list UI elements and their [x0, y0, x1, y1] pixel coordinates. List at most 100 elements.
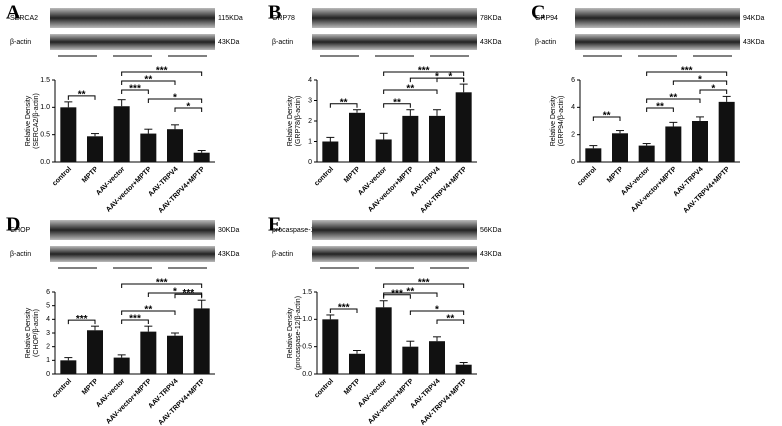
- bar: [113, 357, 130, 374]
- significance-label: ***: [156, 278, 168, 289]
- x-tick-label: AAV-TRPV4+MPTP: [419, 378, 468, 426]
- y-axis-label: Relative Density: [550, 95, 557, 146]
- bar: [193, 152, 210, 162]
- y-tick-label: 2: [308, 118, 312, 125]
- significance-bracket: [672, 80, 728, 85]
- significance-label: **: [340, 97, 348, 108]
- bar: [638, 145, 655, 162]
- x-tick-label: AAV-TRPV4+MPTP: [157, 378, 206, 426]
- y-tick-label: 4: [308, 77, 312, 84]
- y-tick-label: 5: [46, 303, 50, 310]
- blot-label: β-actin: [535, 39, 556, 46]
- significance-bracket: [383, 103, 411, 108]
- x-tick-label: control: [576, 166, 598, 188]
- bar: [349, 112, 365, 162]
- significance-bracket: [383, 283, 465, 288]
- x-tick-label: control: [51, 166, 73, 188]
- significance-label: **: [393, 97, 401, 108]
- significance-bracket: [121, 319, 149, 324]
- bar: [429, 341, 445, 374]
- x-tick-label: AAV-vector+MPTP: [367, 378, 415, 426]
- kda-label: 43KDa: [480, 39, 502, 46]
- significance-label: **: [144, 75, 152, 86]
- bar: [322, 141, 339, 162]
- y-axis-label: Relative Density: [25, 95, 32, 146]
- blot-label: β-actin: [272, 39, 293, 46]
- significance-label: ***: [156, 66, 168, 77]
- significance-label: ***: [418, 278, 430, 289]
- panel-letter: E: [268, 214, 281, 236]
- x-tick-label: AAV-TRPV4+MPTP: [682, 166, 731, 215]
- blot-band: [50, 8, 215, 28]
- y-tick-label: 0.5: [302, 344, 312, 351]
- y-axis-label: Relative Density: [25, 307, 32, 358]
- blot-label: β-actin: [272, 251, 293, 258]
- kda-label: 43KDa: [743, 39, 765, 46]
- significance-bracket: [174, 107, 203, 112]
- significance-label: ***: [681, 66, 693, 77]
- significance-bracket: [409, 310, 465, 315]
- bar: [60, 360, 77, 374]
- x-tick-label: AAV-TRPV4+MPTP: [419, 166, 468, 215]
- blot-band: [575, 34, 740, 50]
- blot-label: GRP94: [535, 15, 558, 22]
- kda-label: 43KDa: [480, 251, 502, 258]
- x-tick-label: AAV-TRPV4+MPTP: [157, 166, 206, 215]
- significance-bracket: [329, 103, 358, 108]
- y-tick-label: 0: [571, 159, 575, 166]
- y-tick-label: 3: [46, 330, 50, 337]
- significance-bracket: [383, 71, 465, 76]
- y-tick-label: 0.5: [40, 132, 50, 139]
- significance-label: ***: [182, 288, 194, 299]
- y-tick-label: 1: [308, 138, 312, 145]
- y-axis-label: (GRP94/β-actin): [558, 96, 565, 147]
- significance-label: **: [656, 102, 664, 113]
- significance-label: **: [603, 111, 611, 122]
- panel-letter: B: [268, 2, 281, 24]
- y-axis-label: (CHOP/β-actin): [33, 309, 40, 357]
- bar: [585, 148, 602, 162]
- significance-bracket: [436, 319, 465, 324]
- blot-band: [312, 8, 477, 28]
- y-tick-label: 1.5: [302, 289, 312, 296]
- bar: [692, 121, 708, 162]
- significance-label: **: [406, 287, 414, 298]
- significance-label: ***: [129, 314, 141, 325]
- significance-label: ***: [418, 66, 430, 77]
- y-axis-label: (SERCA2/β-actin): [33, 93, 40, 149]
- bar: [402, 115, 419, 162]
- significance-label: ***: [338, 303, 350, 314]
- bar: [140, 133, 157, 162]
- bar: [402, 346, 419, 374]
- significance-label: ***: [391, 288, 403, 299]
- bar: [429, 115, 445, 162]
- significance-label: **: [406, 84, 414, 95]
- y-tick-label: 4: [46, 316, 50, 323]
- significance-bracket: [383, 89, 438, 94]
- y-tick-label: 6: [46, 289, 50, 296]
- significance-bracket: [174, 293, 203, 299]
- bar: [87, 330, 103, 374]
- x-tick-label: MPTP: [81, 166, 100, 185]
- y-tick-label: 1: [46, 357, 50, 364]
- y-tick-label: 3: [308, 97, 312, 104]
- blot-label: GRP78: [272, 15, 295, 22]
- significance-bracket: [147, 98, 203, 103]
- y-tick-label: 1.5: [40, 77, 50, 84]
- significance-label: *: [186, 102, 190, 113]
- kda-label: 78KDa: [480, 15, 502, 22]
- blot-label: β-actin: [10, 39, 31, 46]
- x-tick-label: AAV-vector+MPTP: [105, 378, 153, 426]
- y-axis-label: (procaspase-12/β-actin): [295, 296, 302, 370]
- significance-bracket: [121, 283, 203, 288]
- y-tick-label: 6: [571, 77, 575, 84]
- blot-label: procaspase-12: [272, 227, 318, 234]
- kda-label: 94KDa: [743, 15, 765, 22]
- x-tick-label: MPTP: [81, 378, 100, 397]
- significance-bracket: [383, 294, 411, 299]
- significance-label: **: [144, 305, 152, 316]
- significance-bracket: [121, 310, 176, 315]
